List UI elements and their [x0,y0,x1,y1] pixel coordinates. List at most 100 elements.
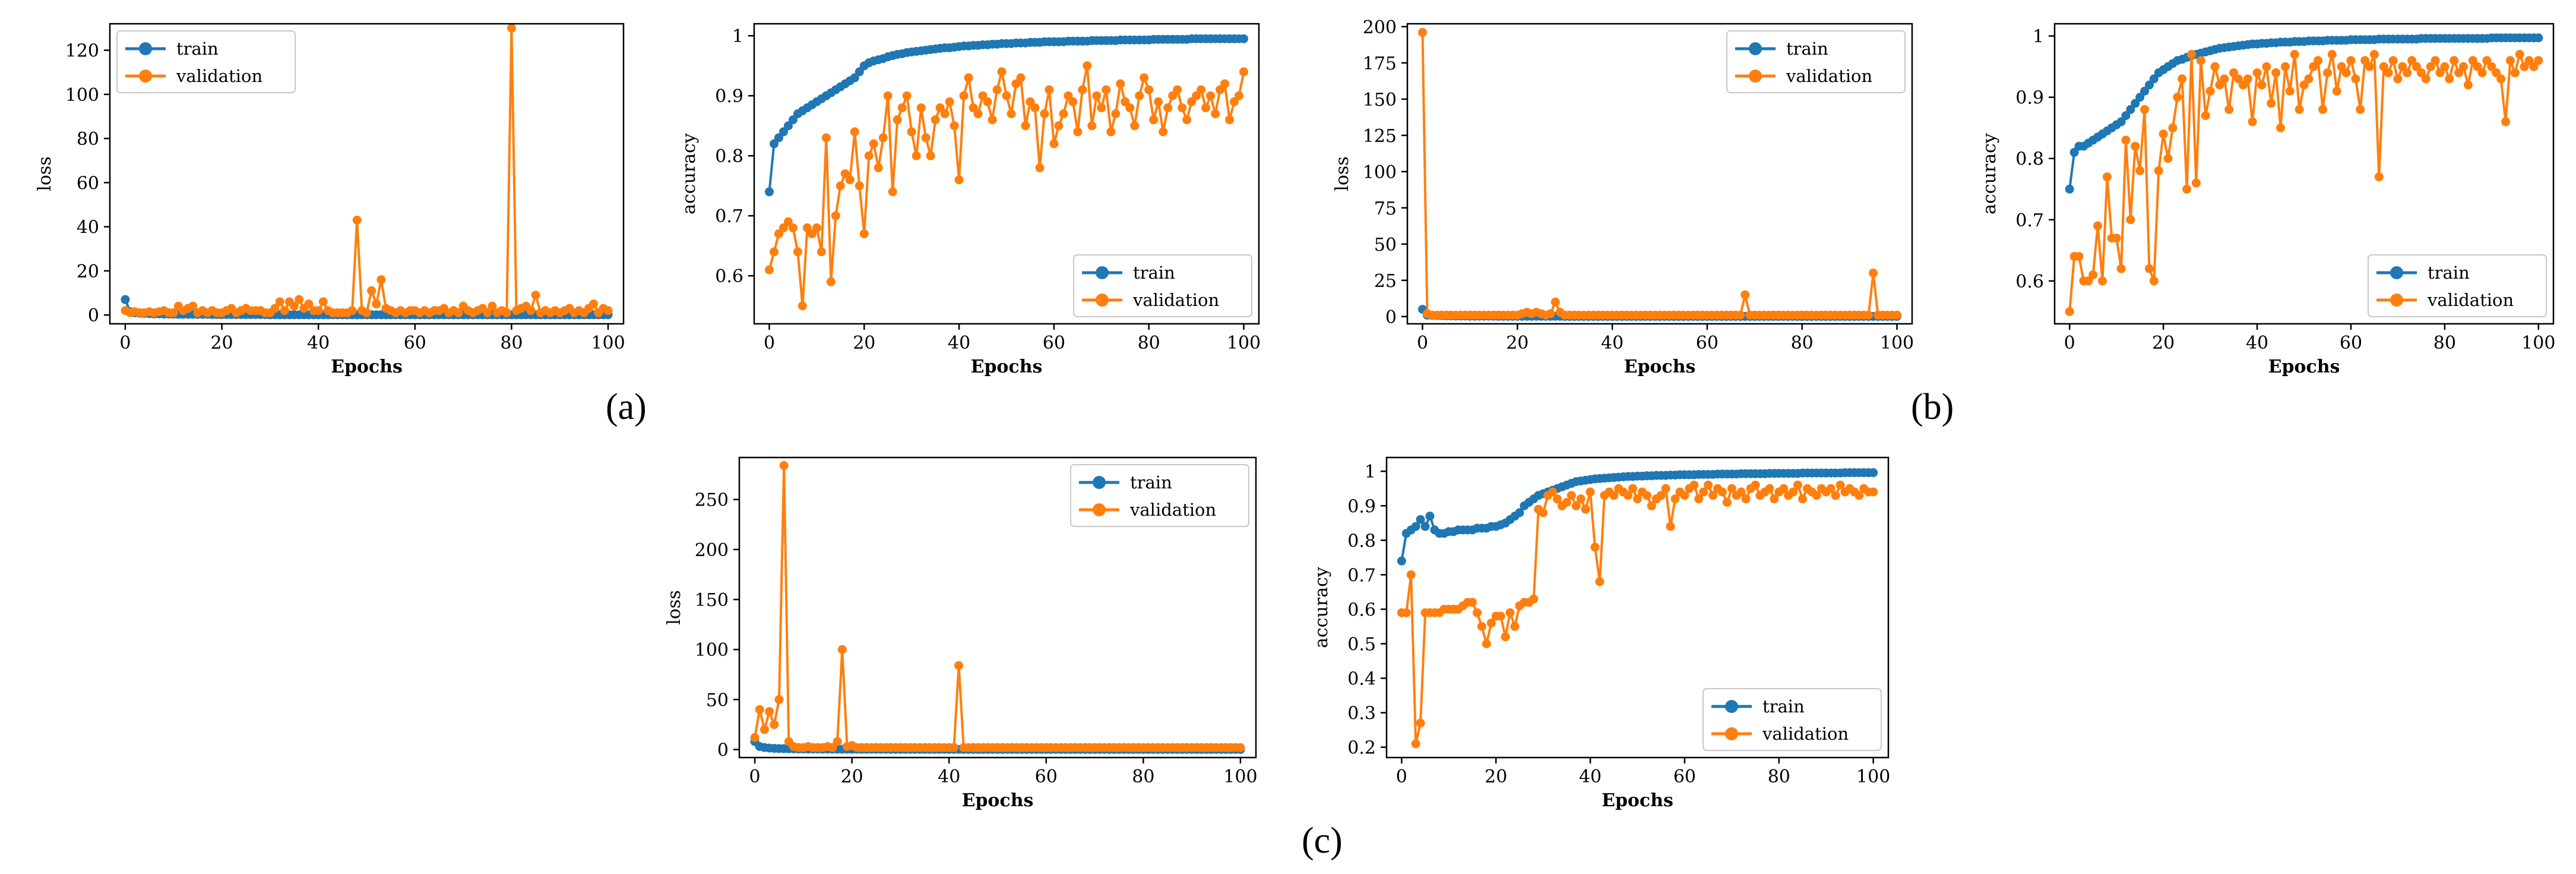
data-point-validation [2285,86,2295,96]
chart-b-acc: 0 20 40 60 80 100 0.6 0.7 0.8 0.9 1 Epochs accuracy t… [1979,23,2555,377]
data-point-validation [1401,608,1411,617]
data-point-validation [950,121,959,131]
x-tick-label: 40 [938,766,960,787]
data-point-validation [1708,491,1718,500]
data-point-validation [2463,80,2473,90]
data-point-validation [902,91,912,100]
data-point-validation [774,695,784,704]
data-point-validation [2403,68,2412,77]
data-point-validation [1624,491,1633,500]
data-point-validation [983,97,992,106]
data-point-validation [1486,619,1496,628]
data-point-train [783,121,793,131]
legend-label-train: train [1133,263,1175,283]
data-point-validation [1016,73,1026,83]
y-tick-label: 0.8 [1347,531,1376,551]
data-point-validation [1727,484,1736,493]
legend-label-train: train [1130,472,1172,493]
data-point-validation [1045,85,1054,94]
x-axis-label: Epochs [962,790,1034,811]
y-tick-label: 0.6 [1347,600,1376,620]
data-point-validation [1590,542,1600,552]
data-point-train [2140,86,2150,96]
data-point-validation [1550,297,1560,307]
data-point-validation [2407,56,2417,65]
data-point-validation [1680,491,1689,500]
legend-marker-train [2390,266,2403,279]
data-point-validation [1779,484,1789,493]
data-point-validation [959,91,969,100]
legend-item-train: train [1711,696,1805,717]
data-point-validation [954,175,964,185]
y-tick-label: 60 [77,173,99,194]
y-tick-label: 50 [1374,235,1397,255]
x-tick-label: 80 [1791,333,1814,354]
data-point-train [1515,508,1524,518]
y-tick-label: 1 [732,26,743,47]
data-point-validation [1770,494,1779,504]
y-tick-label: 200 [695,540,729,561]
x-tick-label: 0 [2064,333,2075,354]
data-point-validation [367,286,376,295]
data-point-train [1869,468,1878,478]
y-tick-label: 1 [1365,462,1376,482]
data-point-validation [2360,56,2370,65]
panel-label-a: (a) [606,387,647,427]
data-point-validation [1496,611,1505,621]
data-point-validation [290,301,299,311]
data-point-validation [531,291,540,300]
data-point-validation [1472,608,1482,617]
data-point-validation [280,306,289,315]
data-point-validation [759,725,769,734]
data-point-validation [1798,494,1808,504]
data-point-validation [314,306,323,315]
y-tick-label: 250 [695,490,729,511]
data-point-validation [1567,491,1576,500]
legend: train validation [116,30,296,93]
legend-item-validation: validation [125,66,262,86]
data-point-train [2121,111,2131,121]
legend-label-train: train [2428,263,2470,283]
data-point-validation [1068,97,1078,106]
data-point-train [2116,117,2126,127]
data-point-validation [2290,50,2299,59]
data-point-validation [1539,508,1548,518]
data-point-validation [2369,50,2379,59]
legend-marker-train [139,42,152,55]
data-point-validation [850,127,859,137]
data-point-validation [931,115,940,125]
data-point-validation [770,720,779,729]
y-tick-label: 50 [706,690,729,711]
data-point-validation [769,247,779,257]
data-point-validation [2524,56,2534,65]
data-point-validation [2205,86,2215,96]
data-point-validation [807,229,817,238]
data-point-validation [2135,166,2145,175]
data-point-validation [2426,62,2435,71]
data-point-validation [1230,97,1239,106]
data-point-validation [837,645,847,654]
data-point-validation [2482,56,2492,65]
data-point-validation [969,103,978,112]
data-point-validation [1482,639,1491,648]
data-point-validation [2534,56,2543,65]
data-point-validation [502,308,511,317]
data-point-validation [372,299,381,309]
legend-label-validation: validation [1762,724,1849,744]
chart-a-acc: 0 20 40 60 80 100 0.6 0.7 0.8 0.9 1 Epochs accuracy t… [679,23,1261,377]
data-point-validation [1173,85,1182,94]
y-tick-label: 20 [77,261,99,282]
data-point-train [779,127,788,137]
data-point-train [1425,512,1435,521]
data-point-validation [526,306,536,315]
data-point-validation [2224,105,2234,114]
data-point-validation [1149,115,1159,125]
data-point-validation [2159,130,2168,139]
data-point-validation [1220,79,1230,89]
data-point-validation [454,308,463,317]
x-tick-label: 80 [2433,333,2456,354]
data-point-validation [2435,68,2445,77]
data-point-validation [869,139,878,149]
data-point-validation [2215,80,2224,90]
data-point-validation [949,743,958,752]
